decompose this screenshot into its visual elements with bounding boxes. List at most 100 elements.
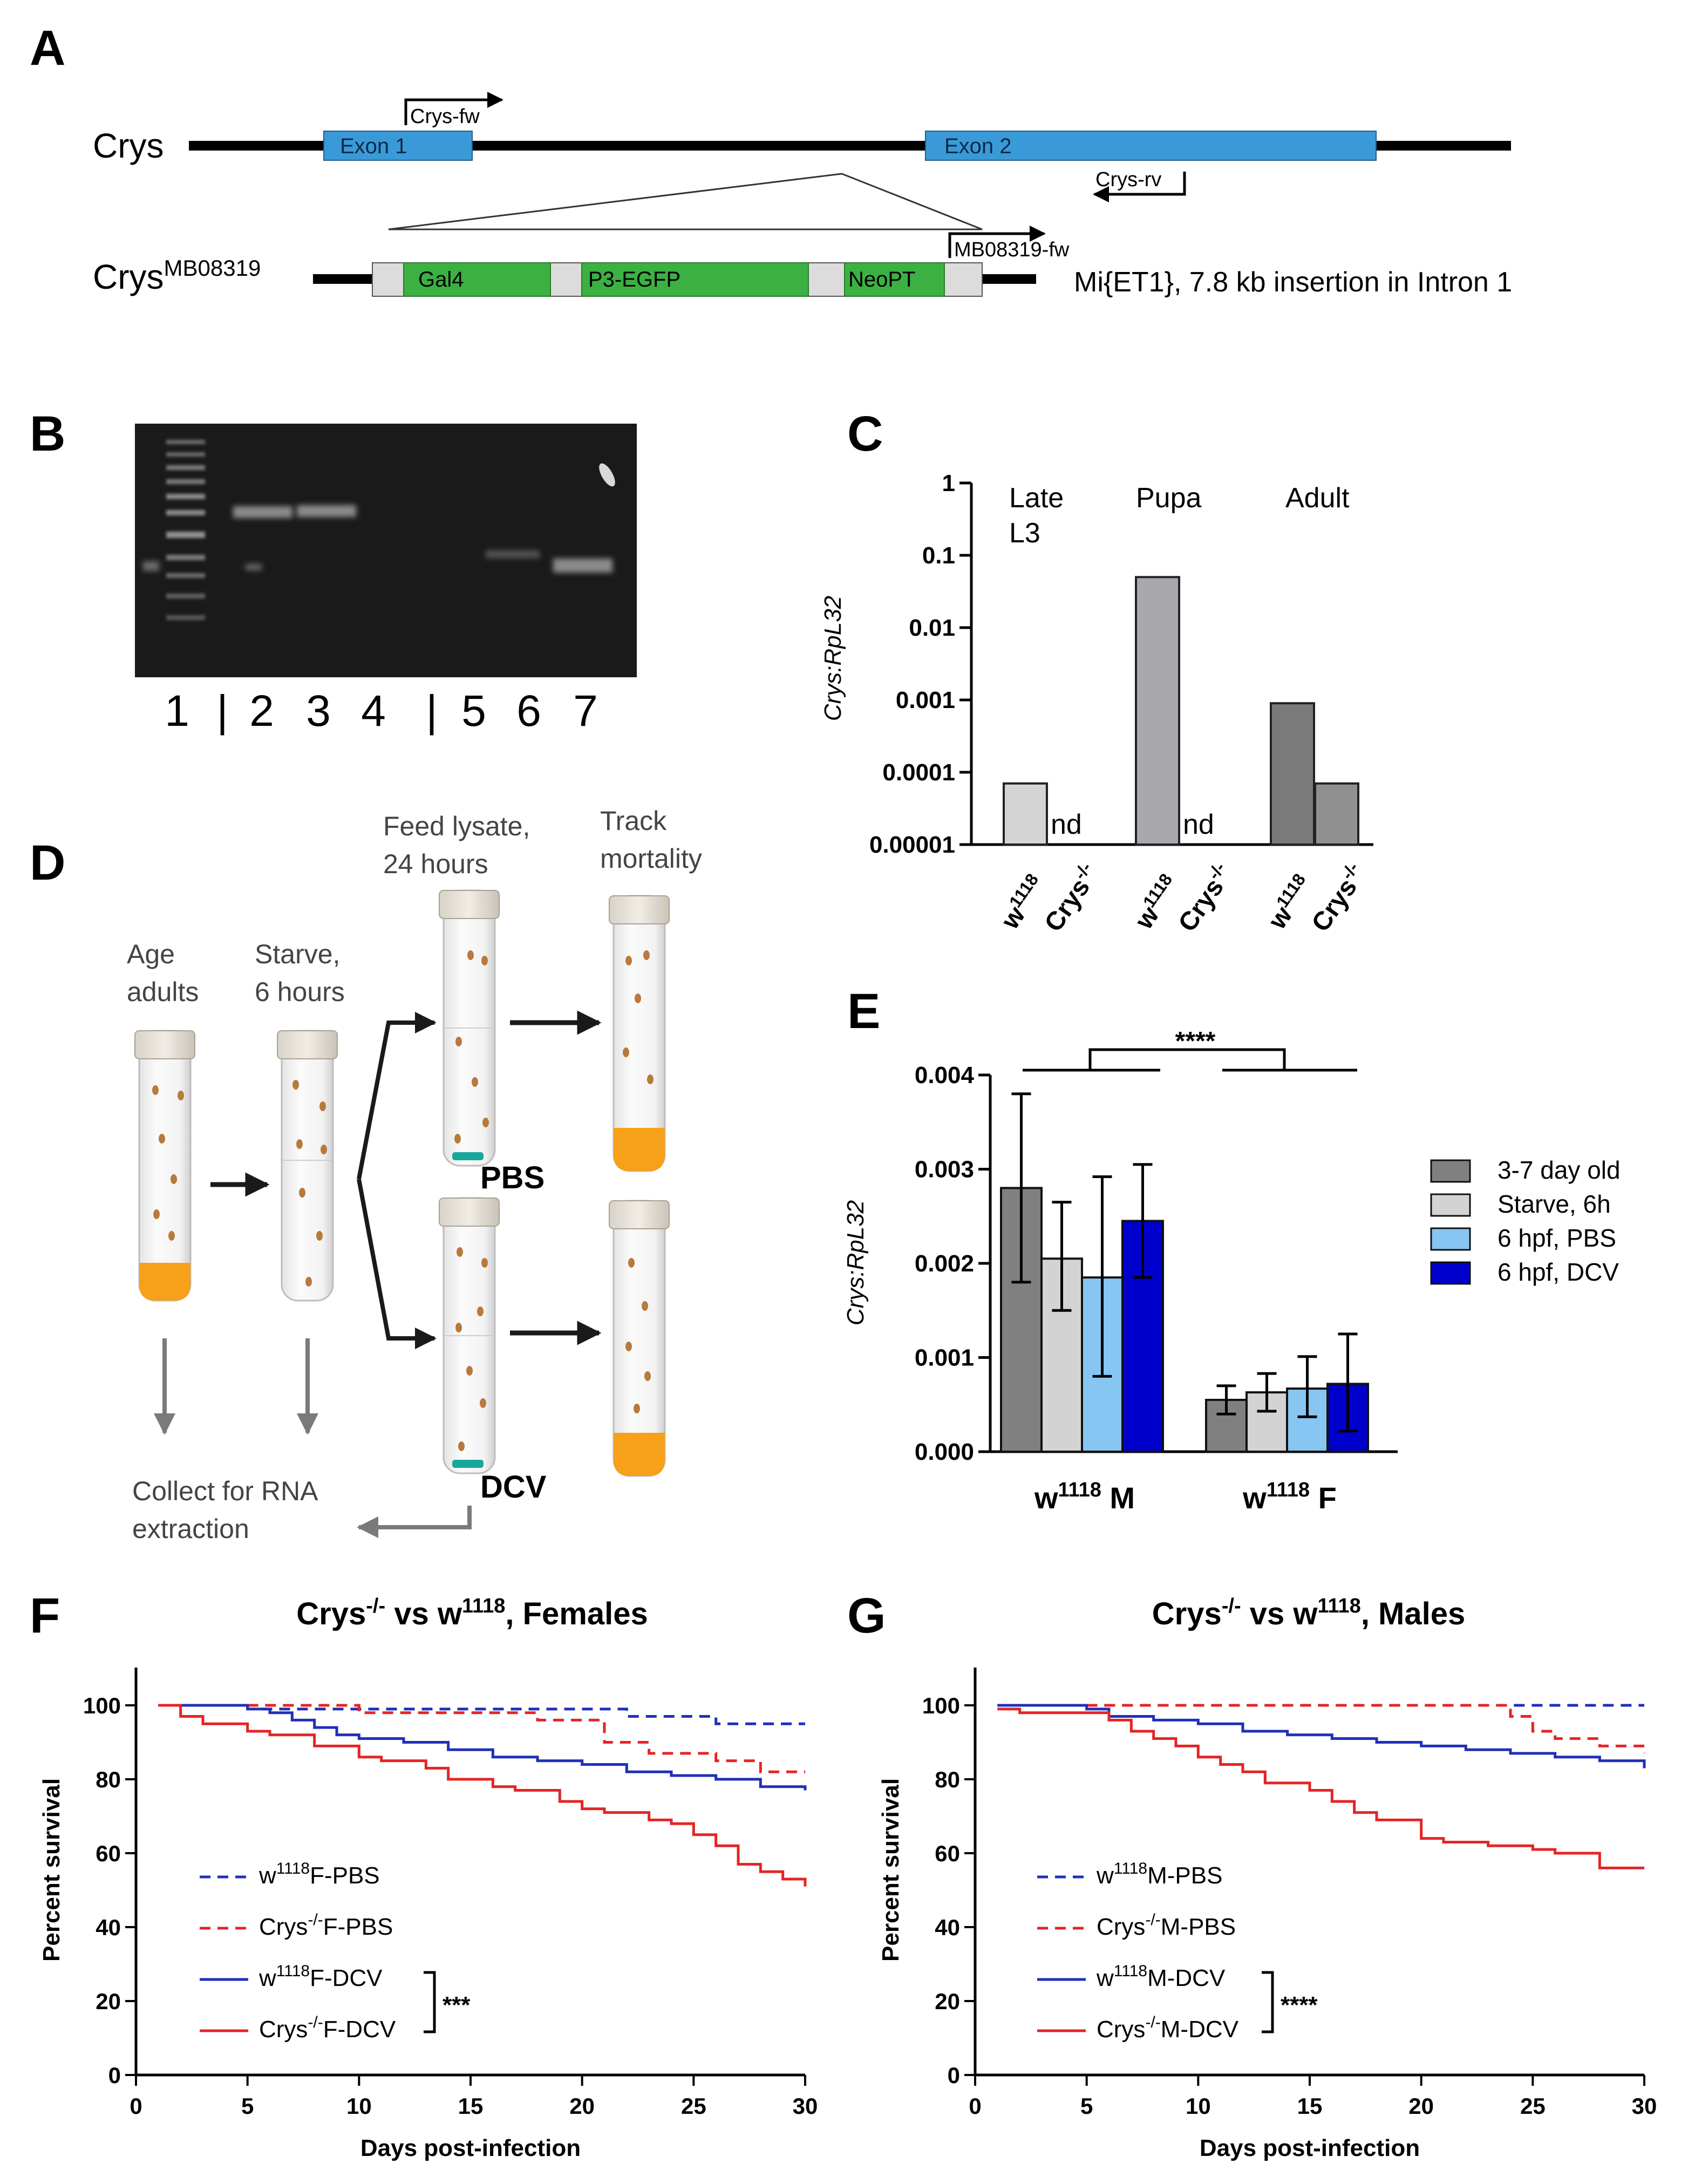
- e-legend-swatch: [1430, 1159, 1471, 1183]
- ladder-band: [166, 440, 205, 444]
- panel-label-e: E: [847, 984, 880, 1039]
- f-legend-label: w1118F-PBS: [258, 1860, 380, 1889]
- flies: [625, 1258, 651, 1413]
- f-xlabel: Days post-infection: [360, 2135, 581, 2161]
- g-significance-bracket: [1262, 1971, 1274, 2033]
- insertion-description: Mi{ET1}, 7.8 kb insertion in Intron 1: [1074, 267, 1512, 298]
- panel-a-gene-diagram: Crys Exon 1 Exon 2 Crys-fw Crys-rv CrysM…: [93, 92, 1512, 298]
- g-curve-2: [997, 1704, 1646, 1768]
- e-ytick-label: 0.001: [915, 1345, 974, 1371]
- allele-name: CrysMB08319: [93, 255, 261, 296]
- f-xtick-label: 25: [681, 2093, 706, 2119]
- e-group-label-m: w1118 M: [1034, 1479, 1135, 1515]
- vial-dcv-tracking: [609, 1200, 670, 1477]
- e-legend-label: Starve, 6h: [1498, 1190, 1611, 1218]
- exon-2-label: Exon 2: [944, 134, 1012, 158]
- step-track-line1: Track: [600, 806, 667, 836]
- vial-cap: [609, 1200, 670, 1229]
- c-bar-0: [1003, 782, 1048, 846]
- sample-bands: [143, 505, 612, 573]
- f-xtick-label: 15: [458, 2093, 484, 2119]
- ladder-band: [166, 452, 205, 457]
- collect-line1: Collect for RNA: [132, 1476, 318, 1506]
- panel-e-chart: Crys:RpL32 0.004 0.003 0.002 0.001 0.000 ***…: [842, 1027, 1621, 1515]
- vial-cap: [134, 1030, 195, 1059]
- ladder-band: [166, 615, 205, 620]
- ladder-band: [166, 555, 205, 560]
- gel-artifact-bright: [599, 463, 615, 487]
- e-significance: ****: [1175, 1027, 1216, 1056]
- vial-body: [281, 1030, 334, 1302]
- primer-crys-rv-arrow: [1093, 172, 1186, 202]
- g-legend-label: w1118M-DCV: [1096, 1962, 1226, 1991]
- gal4-segment: [403, 262, 551, 297]
- band-lane-2: [233, 506, 292, 518]
- lysate-plug: [452, 1460, 484, 1468]
- c-xlabel-w1118: w1118: [1127, 870, 1186, 935]
- lane-label: 6: [516, 686, 541, 736]
- step-starve-line1: Starve,: [255, 939, 340, 969]
- arrow-dcv-to-collect: [357, 1506, 472, 1538]
- panel-b-gel: 1 | 2 3 4 | 5 6 7: [135, 424, 637, 736]
- flies: [455, 1247, 488, 1451]
- lane-label: 3: [306, 686, 331, 736]
- ladder-band: [166, 594, 205, 598]
- g-significance: ****: [1281, 1992, 1318, 2018]
- c-bar-4: [1270, 702, 1315, 846]
- ladder-band: [166, 532, 205, 538]
- step-age-line1: Age: [127, 939, 175, 969]
- g-ytick-label: 0: [948, 2063, 960, 2088]
- g-xtick-label: 10: [1186, 2093, 1211, 2119]
- c-ytick-label: 0.01: [909, 615, 955, 641]
- c-ytick-label: 0.00001: [869, 832, 955, 858]
- f-curve-1: [158, 1704, 805, 1773]
- c-bar-2: [1135, 576, 1180, 846]
- f-legend-label: Crys-/-F-PBS: [259, 1911, 393, 1940]
- c-xlabel-crys: Crys-/-: [1170, 859, 1238, 937]
- e-legend-label: 6 hpf, DCV: [1498, 1258, 1619, 1286]
- c-xlabel-w1118: w1118: [1261, 870, 1319, 935]
- band-lane-6: [486, 550, 540, 558]
- vial-body: [138, 1030, 192, 1302]
- neopt-label: NeoPT: [848, 268, 916, 291]
- g-xtick-label: 5: [1080, 2093, 1093, 2119]
- g-ytick-label: 20: [935, 1989, 960, 2014]
- g-legend-label: Crys-/-M-PBS: [1097, 1911, 1236, 1940]
- gene-name: Crys: [93, 126, 164, 165]
- panel-label-f: F: [30, 1588, 60, 1643]
- c-ylabel: Crys:RpL32: [820, 596, 846, 721]
- gal4-label: Gal4: [418, 268, 464, 291]
- f-title: Crys-/- vs w1118, Females: [296, 1595, 648, 1631]
- vial-dcv: [439, 1197, 500, 1474]
- flies: [152, 1085, 184, 1241]
- step-starve-line2: 6 hours: [255, 977, 345, 1007]
- band-faint: [246, 564, 262, 570]
- c-xlabel-crys: Crys-/-: [1037, 859, 1105, 937]
- c-ytick-label: 0.1: [922, 542, 955, 569]
- e-legend-swatch: [1430, 1261, 1471, 1285]
- c-xlabel-w1118: w1118: [993, 870, 1052, 935]
- vial-starved: [277, 1030, 338, 1302]
- f-legend-label: w1118F-DCV: [258, 1962, 383, 1991]
- ladder-band: [166, 573, 205, 578]
- c-stage-pupa: Pupa: [1136, 482, 1202, 514]
- c-ytick-label: 1: [942, 470, 955, 496]
- band-lane-7: [553, 559, 612, 573]
- ladder-band: [166, 465, 205, 470]
- g-xtick-label: 0: [969, 2093, 981, 2119]
- insertion-expansion-wedge: [388, 173, 983, 230]
- flies: [454, 950, 489, 1144]
- lane-separator: |: [426, 686, 437, 736]
- e-legend-label: 3-7 day old: [1498, 1156, 1621, 1184]
- vial-pbs: [439, 889, 500, 1167]
- primer-crys-rv-label: Crys-rv: [1095, 168, 1161, 191]
- neopt-segment: [844, 262, 945, 297]
- treatment-pbs: PBS: [480, 1160, 544, 1195]
- g-ytick-label: 100: [922, 1693, 960, 1718]
- arrow-starve-to-pbs: [357, 1012, 437, 1180]
- g-title: Crys-/- vs w1118, Males: [1152, 1595, 1466, 1631]
- lane-label: 2: [249, 686, 274, 736]
- f-ytick-label: 80: [96, 1767, 121, 1792]
- f-curve-0: [158, 1704, 805, 1725]
